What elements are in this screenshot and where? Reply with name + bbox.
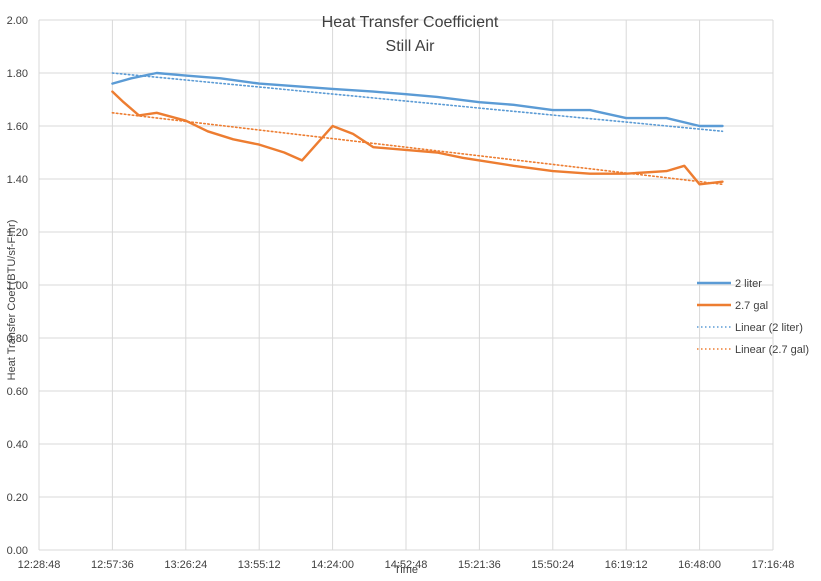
x-tick-label: 12:28:48 <box>18 559 61 571</box>
y-tick-label: 2.00 <box>7 15 28 27</box>
y-tick-label: 0.40 <box>7 439 28 451</box>
legend-label: 2.7 gal <box>735 300 768 312</box>
x-tick-label: 16:19:12 <box>605 559 648 571</box>
y-tick-label: 1.00 <box>7 280 28 292</box>
y-tick-label: 1.80 <box>7 68 28 80</box>
x-tick-label: 13:55:12 <box>238 559 281 571</box>
x-tick-label: 15:50:24 <box>531 559 574 571</box>
y-tick-label: 0.60 <box>7 386 28 398</box>
x-tick-label: 14:24:00 <box>311 559 354 571</box>
axis-ticks: 0.00 0.20 0.40 0.60 0.80 1.00 1.20 1.40 1.60 1.80… <box>7 15 795 571</box>
series-line-linear-2-7-gal <box>111 112 724 186</box>
y-tick-label: 0.20 <box>7 492 28 504</box>
x-tick-label: 14:52:48 <box>385 559 428 571</box>
x-tick-label: 17:16:48 <box>752 559 795 571</box>
x-axis-title: Time <box>394 564 418 576</box>
y-tick-label: 0.80 <box>7 333 28 345</box>
y-axis-title: Heat Transfer Coef (BTU/sf-F-hr) <box>6 220 18 381</box>
y-tick-label: 1.20 <box>7 227 28 239</box>
y-tick-label: 1.40 <box>7 174 28 186</box>
series-line-2-7-gal <box>111 90 724 186</box>
chart-title: Heat Transfer Coefficient <box>322 14 499 31</box>
y-tick-label: 0.00 <box>7 545 28 557</box>
y-tick-label: 1.60 <box>7 121 28 133</box>
x-tick-label: 12:57:36 <box>91 559 134 571</box>
legend: 2 liter 2.7 gal Linear (2 liter) Linear (2.… <box>697 278 809 356</box>
chart-subtitle: Still Air <box>386 38 436 55</box>
series-line-linear-2-liter <box>111 72 724 133</box>
legend-label: Linear (2.7 gal) <box>735 344 809 356</box>
x-tick-label: 15:21:36 <box>458 559 501 571</box>
plot-area <box>111 71 724 186</box>
series-line-2-liter <box>111 71 724 128</box>
legend-label: 2 liter <box>735 278 762 290</box>
x-tick-label: 13:26:24 <box>164 559 207 571</box>
grid <box>38 19 774 551</box>
x-tick-label: 16:48:00 <box>678 559 721 571</box>
legend-label: Linear (2 liter) <box>735 322 803 334</box>
